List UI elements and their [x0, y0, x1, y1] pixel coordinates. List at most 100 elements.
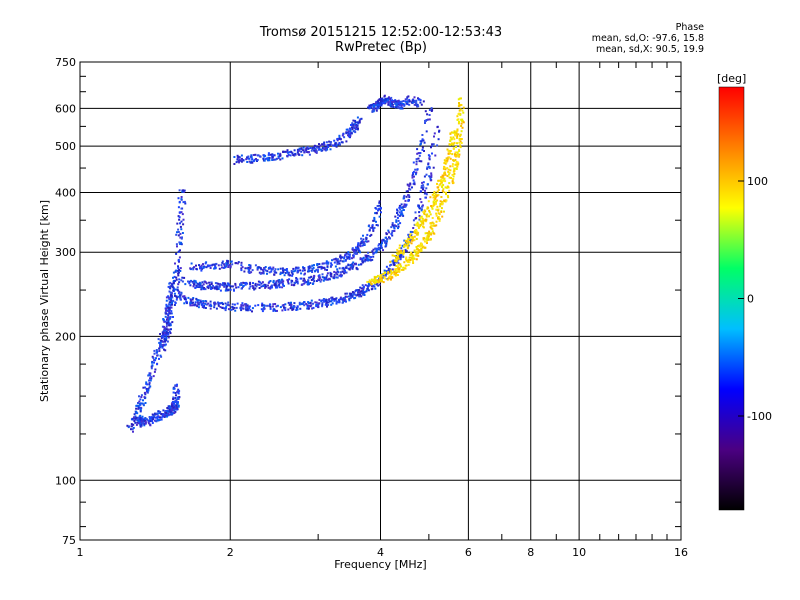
data-point	[171, 409, 173, 411]
data-point	[416, 258, 418, 260]
data-point	[282, 157, 284, 159]
data-point	[348, 299, 350, 301]
data-point	[452, 178, 454, 180]
data-point	[351, 132, 353, 134]
data-point	[388, 231, 390, 233]
data-point	[343, 272, 345, 274]
data-point	[348, 253, 350, 255]
data-point	[178, 206, 180, 208]
data-point	[245, 282, 247, 284]
data-point	[432, 208, 434, 210]
y-tick-label: 200	[55, 330, 76, 343]
data-point	[139, 403, 141, 405]
data-point	[334, 274, 336, 276]
data-point	[443, 166, 445, 168]
data-point	[231, 285, 233, 287]
data-point	[330, 148, 332, 150]
data-point	[210, 267, 212, 269]
data-point	[391, 277, 393, 279]
data-point	[312, 278, 314, 280]
data-point	[359, 245, 361, 247]
data-point	[455, 146, 457, 148]
data-point	[346, 129, 348, 131]
data-point	[240, 269, 242, 271]
data-point	[291, 152, 293, 154]
data-point	[340, 271, 342, 273]
data-point	[215, 263, 217, 265]
data-point	[351, 122, 353, 124]
data-point	[430, 205, 432, 207]
data-point	[346, 256, 348, 258]
data-point	[308, 308, 310, 310]
data-point	[397, 214, 399, 216]
data-point	[391, 103, 393, 105]
data-point	[148, 420, 150, 422]
data-point	[259, 287, 261, 289]
data-point	[431, 107, 433, 109]
data-point	[241, 262, 243, 264]
data-point	[373, 286, 375, 288]
data-point	[257, 304, 259, 306]
data-point	[387, 104, 389, 106]
data-point	[396, 212, 398, 214]
data-point	[175, 302, 177, 304]
data-point	[377, 210, 379, 212]
data-point	[425, 187, 427, 189]
data-point	[163, 338, 165, 340]
data-point	[162, 347, 164, 349]
data-point	[140, 410, 142, 412]
data-point	[361, 118, 363, 120]
data-point	[195, 285, 197, 287]
data-point	[392, 254, 394, 256]
data-point	[368, 256, 370, 258]
y-tick-label: 500	[55, 140, 76, 153]
data-point	[238, 156, 240, 158]
data-point	[358, 295, 360, 297]
data-point	[233, 290, 235, 292]
data-point	[388, 272, 390, 274]
data-point	[390, 273, 392, 275]
data-point	[281, 309, 283, 311]
data-point	[410, 231, 412, 233]
data-point	[313, 275, 315, 277]
data-point	[368, 225, 370, 227]
data-point	[170, 316, 172, 318]
data-point	[242, 159, 244, 161]
data-point	[450, 177, 452, 179]
data-point	[420, 160, 422, 162]
data-point	[244, 267, 246, 269]
data-point	[166, 416, 168, 418]
data-point	[167, 313, 169, 315]
data-point	[435, 213, 437, 215]
data-point	[461, 123, 463, 125]
data-point	[142, 418, 144, 420]
data-point	[427, 119, 429, 121]
data-point	[153, 350, 155, 352]
data-point	[220, 290, 222, 292]
data-point	[384, 270, 386, 272]
data-point	[320, 281, 322, 283]
data-point	[438, 138, 440, 140]
data-point	[404, 243, 406, 245]
data-point	[401, 207, 403, 209]
data-point	[175, 392, 177, 394]
data-point	[409, 183, 411, 185]
data-point	[350, 267, 352, 269]
data-point	[370, 283, 372, 285]
data-point	[441, 203, 443, 205]
data-point	[411, 257, 413, 259]
data-point	[182, 223, 184, 225]
data-point	[450, 132, 452, 134]
data-point	[331, 259, 333, 261]
data-point	[269, 303, 271, 305]
data-point	[239, 307, 241, 309]
data-point	[307, 148, 309, 150]
data-point	[299, 269, 301, 271]
data-point	[177, 398, 179, 400]
data-point	[379, 200, 381, 202]
data-point	[453, 170, 455, 172]
data-point	[462, 112, 464, 114]
data-point	[395, 103, 397, 105]
data-point	[442, 184, 444, 186]
data-point	[386, 266, 388, 268]
